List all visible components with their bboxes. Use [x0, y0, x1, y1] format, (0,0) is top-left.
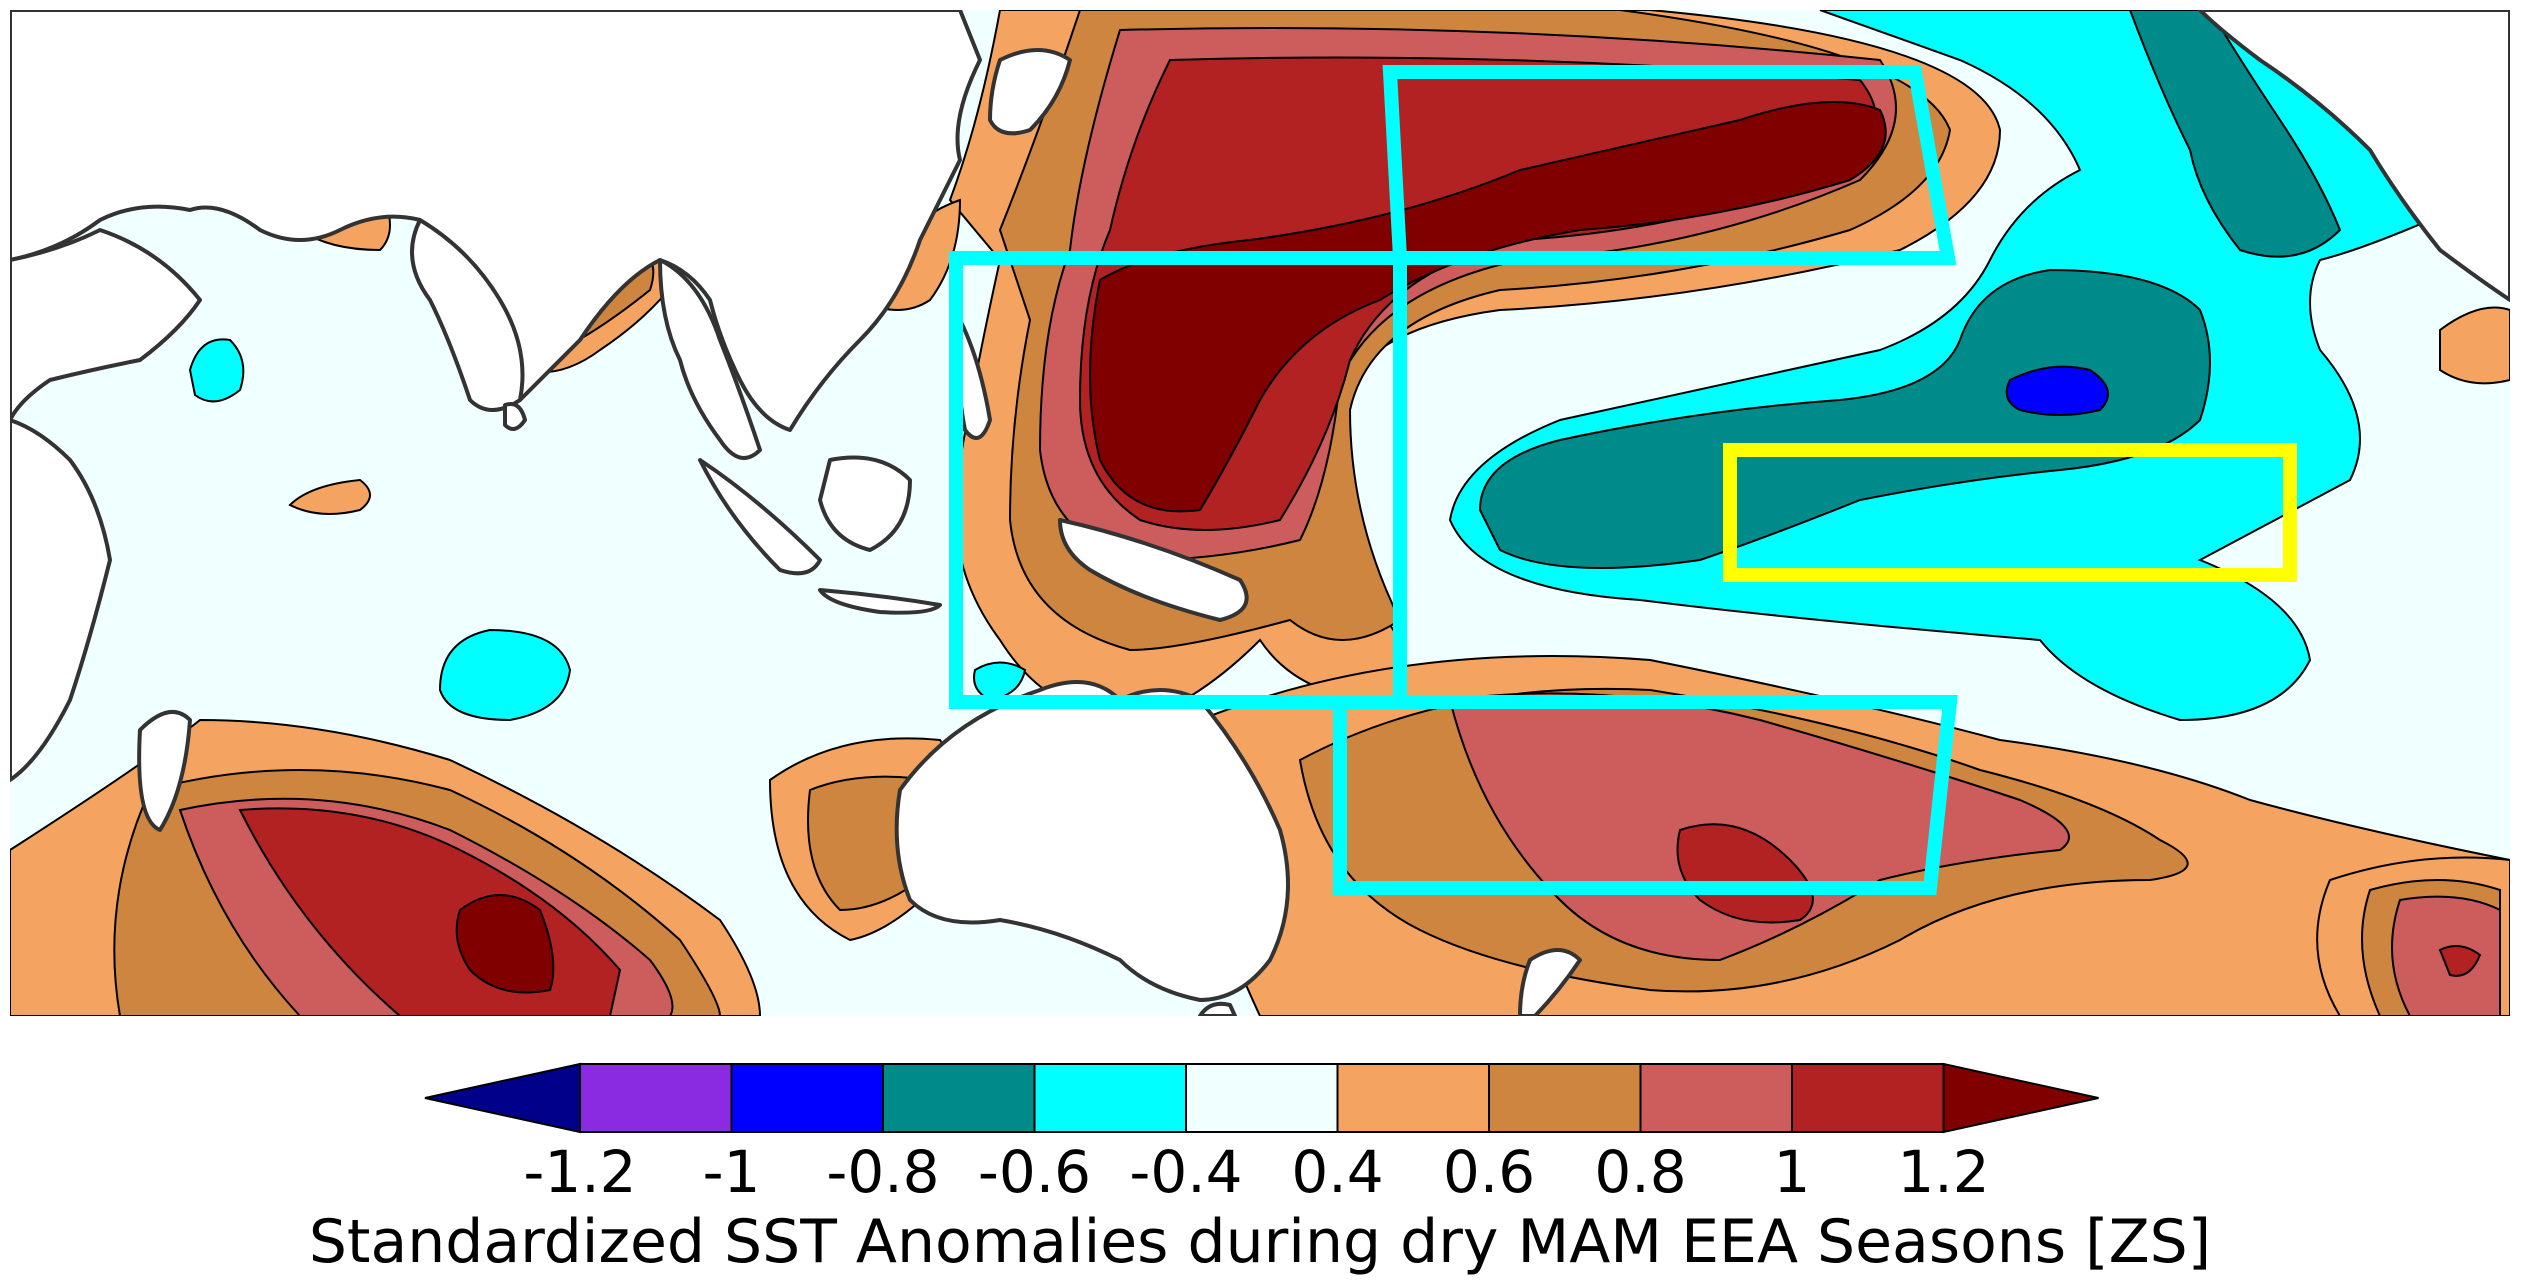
colorbar-tick-label: -1.2: [523, 1138, 636, 1206]
colorbar-tick-label: -0.6: [978, 1138, 1091, 1206]
land-north-america: [2198, 10, 2510, 302]
anomaly-contour-ne-teal: [1478, 268, 2211, 569]
anomaly-contour-io-cold: [438, 628, 572, 722]
colorbar-over-arrow: [1942, 1062, 2099, 1134]
colorbar-tick-label: 0.6: [1443, 1138, 1535, 1206]
colorbar-tick-label: 1.2: [1897, 1138, 1989, 1206]
anomaly-contour-io-06: [288, 478, 371, 515]
anomaly-contour-ne-teal-2: [2128, 10, 2342, 258]
land-japan: [988, 48, 1072, 136]
anomaly-contour-ep-12: [2438, 945, 2482, 977]
colorbar-segment: [579, 1063, 733, 1133]
land-tasmania: [1198, 1001, 1237, 1016]
land-madagascar: [137, 710, 192, 832]
colorbar-segment: [1791, 1063, 1945, 1133]
colorbar-segment: [1336, 1063, 1490, 1133]
land-africa: [10, 418, 112, 782]
land-new-zealand: [1518, 948, 1582, 1016]
land-sri-lanka: [503, 402, 527, 431]
anomaly-contour-arab-cold: [188, 338, 245, 403]
land-arabia: [10, 228, 202, 422]
anomaly-contour-si-max: [455, 894, 555, 994]
colorbar-tick-label: 0.4: [1291, 1138, 1383, 1206]
anomaly-contour-np-max: [1089, 101, 1887, 513]
anomaly-contour-aus-cold: [973, 661, 1027, 702]
south-pacific-box: [1333, 695, 1958, 895]
colorbar-tick-label: -0.8: [826, 1138, 939, 1206]
colorbar-segment: [1185, 1063, 1339, 1133]
colorbar-segment: [1488, 1063, 1642, 1133]
map-panel: [10, 10, 2510, 1016]
colorbar-under-arrow: [424, 1062, 581, 1134]
land-india: [410, 218, 525, 412]
land-java: [818, 588, 942, 615]
colorbar-tick-labels: -1.2 -1 -0.8 -0.6 -0.4 0.4 0.6 0.8 1 1.2: [523, 1138, 1989, 1206]
nino-box: [1723, 443, 2297, 582]
colorbar-segments: [424, 1062, 2099, 1134]
land-borneo: [818, 455, 912, 552]
colorbar-title: Standardized SST Anomalies during dry MA…: [309, 1207, 2211, 1277]
land-australia: [894, 680, 1290, 1002]
land-sumatra: [698, 458, 822, 576]
anomaly-contour-ne-blue: [2005, 365, 2109, 416]
land-indochina: [658, 258, 762, 460]
colorbar-tick-label: 1: [1774, 1138, 1811, 1206]
colorbar: -1.2 -1 -0.8 -0.6 -0.4 0.4 0.6 0.8 1 1.2 Standard…: [309, 1062, 2211, 1277]
colorbar-tick-label: -1: [703, 1138, 761, 1206]
colorbar-tick-label: 0.8: [1594, 1138, 1686, 1206]
colorbar-segment: [882, 1063, 1036, 1133]
anomaly-contour-ep-north: [2439, 306, 2510, 385]
land-masses: [10, 10, 2510, 1016]
colorbar-segment: [1033, 1063, 1187, 1133]
north-pacific-box: [1382, 65, 1957, 265]
colorbar-tick-label: -0.4: [1129, 1138, 1242, 1206]
colorbar-segment: [1639, 1063, 1793, 1133]
colorbar-segment: [730, 1063, 884, 1133]
land-asia: [10, 10, 982, 432]
land-new-guinea: [1058, 518, 1249, 622]
region-boxes: [949, 65, 2297, 895]
